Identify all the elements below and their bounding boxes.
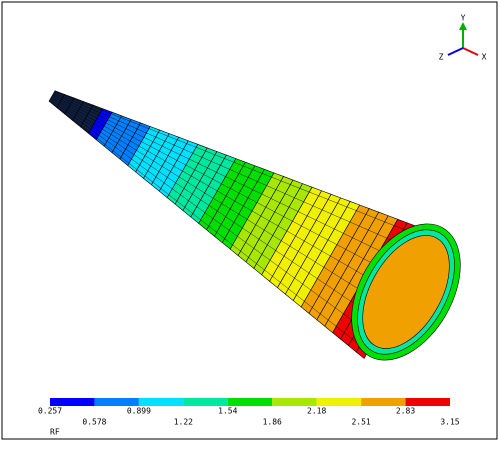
legend-tick-label: 1.86 (263, 418, 282, 427)
z-label: Z (439, 53, 444, 62)
legend-tick-label: 1.22 (174, 418, 193, 427)
legend-swatch (50, 398, 95, 406)
legend-tick-label: 2.18 (307, 407, 326, 416)
legend-swatch (227, 398, 273, 406)
legend-tick-label: 3.15 (440, 418, 459, 427)
legend-swatch (405, 398, 450, 406)
mesh-line (49, 100, 369, 352)
legend-tick-label: 2.83 (396, 407, 415, 416)
mesh-line (51, 95, 401, 297)
legend-tick-label: 0.578 (82, 418, 106, 427)
legend-swatch (316, 398, 362, 406)
z-axis-arrow (447, 47, 464, 56)
mesh-line (49, 99, 377, 338)
y-arrowhead (459, 22, 467, 30)
mesh-line (51, 96, 393, 311)
end-inner (362, 235, 450, 349)
mesh-line (52, 94, 409, 283)
legend-swatch (138, 398, 184, 406)
legend-title: RF (50, 428, 60, 437)
legend-swatch (272, 398, 317, 406)
legend-tick-label: 0.257 (38, 407, 62, 416)
tube-model (48, 90, 461, 361)
legend-tick-label: 1.54 (218, 407, 237, 416)
mesh-line (54, 91, 432, 241)
legend-swatch (183, 398, 228, 406)
legend-swatch (361, 398, 406, 406)
legend: RF 0.257 0.578 0.899 1.22 1.54 1.86 2.18 2.51 2.… (38, 398, 460, 437)
mesh-line (53, 92, 424, 255)
axis-triad: Y Z X (439, 14, 487, 62)
mesh-line (53, 93, 417, 269)
legend-tick-label: 0.899 (127, 407, 151, 416)
y-label: Y (461, 14, 466, 23)
x-axis-arrow (462, 47, 479, 56)
mesh-line (50, 98, 385, 324)
x-label: X (482, 53, 487, 62)
legend-tick-label: 2.51 (351, 418, 370, 427)
legend-swatch (94, 398, 139, 406)
